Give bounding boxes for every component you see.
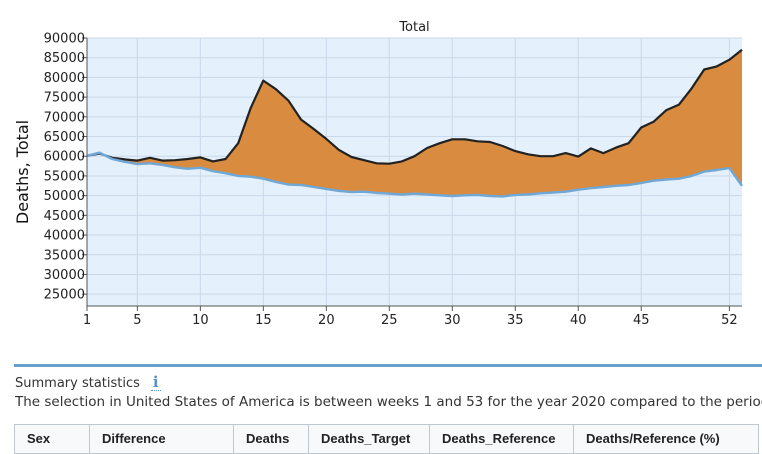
- x-tick-label: 15: [255, 313, 272, 328]
- column-header-difference[interactable]: Difference: [89, 424, 234, 454]
- x-tick-label: 25: [381, 313, 398, 328]
- chart-title: Total: [398, 20, 429, 35]
- summary-header: Summary statistics i: [15, 373, 161, 393]
- excess-deaths-area: [87, 49, 742, 197]
- series-line-target: [86, 48, 743, 165]
- summary-title: Summary statistics: [15, 375, 140, 391]
- column-header-deaths-reference[interactable]: Deaths_Reference: [429, 424, 574, 454]
- section-divider: [14, 364, 762, 367]
- y-tick-label: 50000: [44, 189, 85, 204]
- column-header-sex[interactable]: Sex: [14, 424, 90, 454]
- y-tick-label: 80000: [44, 71, 85, 86]
- deaths-chart: 25000 30000 35000 40000 45000 50000 55000 60000…: [13, 20, 743, 328]
- y-tick-label: 35000: [44, 248, 85, 263]
- x-tick-label: 30: [444, 313, 461, 328]
- x-tick-label: 5: [133, 313, 141, 328]
- y-tick-label: 85000: [44, 51, 85, 66]
- column-header-deaths[interactable]: Deaths: [233, 424, 309, 454]
- x-tick-label: 1: [83, 313, 91, 328]
- y-tick-label: 30000: [44, 268, 85, 283]
- y-tick-label: 60000: [44, 150, 85, 165]
- summary-table: Sex Difference Deaths Deaths_Target Deat…: [14, 424, 759, 454]
- y-tick-label: 45000: [44, 209, 85, 224]
- table-header-row: Sex Difference Deaths Deaths_Target Deat…: [14, 424, 759, 454]
- y-tick-label: 40000: [44, 229, 85, 244]
- chart-svg: 25000 30000 35000 40000 45000 50000 55000 60000…: [13, 20, 743, 328]
- x-tick-label: 40: [570, 313, 587, 328]
- y-tick-label: 65000: [44, 130, 85, 145]
- x-tick-label: 52: [721, 313, 738, 328]
- column-header-deaths-reference-pct[interactable]: Deaths/Reference (%): [573, 424, 759, 454]
- series-line-reference: [86, 151, 743, 198]
- column-header-deaths-target[interactable]: Deaths_Target: [308, 424, 430, 454]
- y-axis-label: Deaths, Total: [13, 120, 32, 224]
- x-tick-label: 10: [192, 313, 209, 328]
- x-tick-label: 20: [318, 313, 335, 328]
- info-icon[interactable]: i: [150, 373, 161, 391]
- y-tick-label: 70000: [44, 110, 85, 125]
- x-tick-label: 45: [633, 313, 650, 328]
- x-tick-label: 35: [507, 313, 524, 328]
- y-tick-label: 90000: [44, 32, 85, 47]
- selection-description: The selection in United States of Americ…: [15, 394, 762, 410]
- y-tick-label: 75000: [44, 91, 85, 106]
- y-tick-label: 55000: [44, 169, 85, 184]
- y-tick-label: 25000: [44, 288, 85, 303]
